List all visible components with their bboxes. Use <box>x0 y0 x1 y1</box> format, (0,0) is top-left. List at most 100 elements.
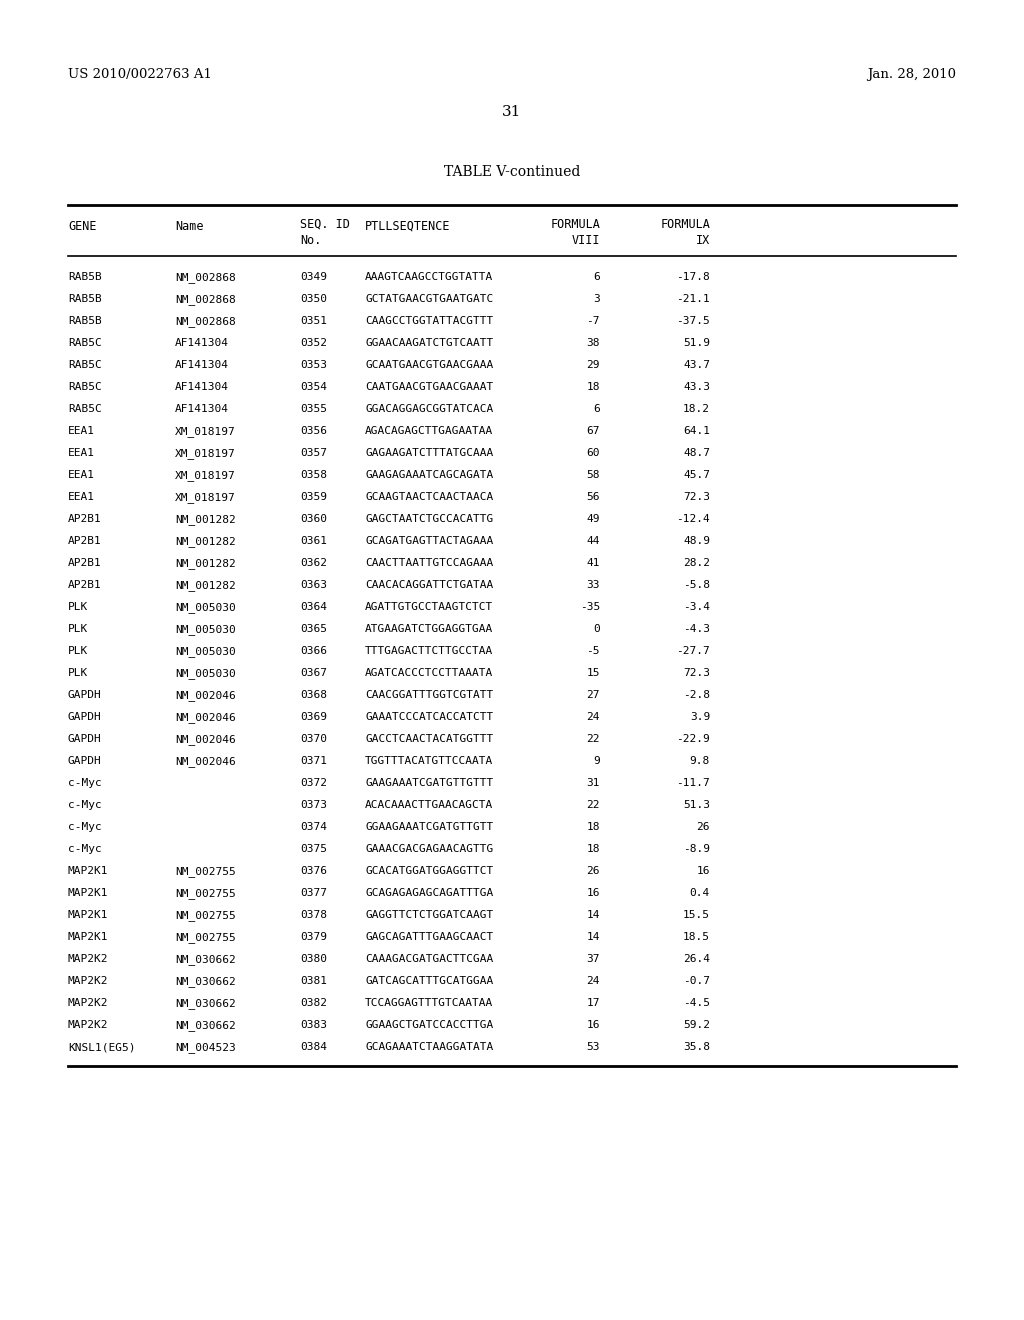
Text: c-Myc: c-Myc <box>68 843 101 854</box>
Text: 15: 15 <box>587 668 600 678</box>
Text: FORMULA: FORMULA <box>550 218 600 231</box>
Text: 0372: 0372 <box>300 777 327 788</box>
Text: -0.7: -0.7 <box>683 975 710 986</box>
Text: c-Myc: c-Myc <box>68 822 101 832</box>
Text: 0360: 0360 <box>300 513 327 524</box>
Text: 72.3: 72.3 <box>683 492 710 502</box>
Text: CAACACAGGATTCTGATAA: CAACACAGGATTCTGATAA <box>365 579 494 590</box>
Text: EEA1: EEA1 <box>68 492 95 502</box>
Text: No.: No. <box>300 234 322 247</box>
Text: GCAGAGAGAGCAGATTTGA: GCAGAGAGAGCAGATTTGA <box>365 888 494 898</box>
Text: FORMULA: FORMULA <box>660 218 710 231</box>
Text: MAP2K2: MAP2K2 <box>68 975 109 986</box>
Text: CAACTTAATTGTCCAGAAA: CAACTTAATTGTCCAGAAA <box>365 558 494 568</box>
Text: AF141304: AF141304 <box>175 381 229 392</box>
Text: -2.8: -2.8 <box>683 690 710 700</box>
Text: -12.4: -12.4 <box>676 513 710 524</box>
Text: 49: 49 <box>587 513 600 524</box>
Text: NM_002046: NM_002046 <box>175 711 236 723</box>
Text: 0356: 0356 <box>300 426 327 436</box>
Text: PLK: PLK <box>68 645 88 656</box>
Text: 0376: 0376 <box>300 866 327 876</box>
Text: XM_018197: XM_018197 <box>175 492 236 503</box>
Text: CAAAGACGATGACTTCGAA: CAAAGACGATGACTTCGAA <box>365 954 494 964</box>
Text: NM_002046: NM_002046 <box>175 756 236 767</box>
Text: GAPDH: GAPDH <box>68 690 101 700</box>
Text: Name: Name <box>175 219 204 232</box>
Text: 31: 31 <box>587 777 600 788</box>
Text: 0365: 0365 <box>300 624 327 634</box>
Text: GAPDH: GAPDH <box>68 711 101 722</box>
Text: RAB5C: RAB5C <box>68 404 101 414</box>
Text: CAACGGATTTGGTCGTATT: CAACGGATTTGGTCGTATT <box>365 690 494 700</box>
Text: 0363: 0363 <box>300 579 327 590</box>
Text: 0377: 0377 <box>300 888 327 898</box>
Text: 0379: 0379 <box>300 932 327 942</box>
Text: MAP2K1: MAP2K1 <box>68 909 109 920</box>
Text: TTTGAGACTTCTTGCCTAA: TTTGAGACTTCTTGCCTAA <box>365 645 494 656</box>
Text: -3.4: -3.4 <box>683 602 710 612</box>
Text: NM_030662: NM_030662 <box>175 954 236 965</box>
Text: ATGAAGATCTGGAGGTGAA: ATGAAGATCTGGAGGTGAA <box>365 624 494 634</box>
Text: -8.9: -8.9 <box>683 843 710 854</box>
Text: 51.9: 51.9 <box>683 338 710 348</box>
Text: TGGTTTACATGTTCCAATA: TGGTTTACATGTTCCAATA <box>365 756 494 766</box>
Text: 24: 24 <box>587 711 600 722</box>
Text: 31: 31 <box>503 106 521 119</box>
Text: NM_002868: NM_002868 <box>175 294 236 305</box>
Text: 0382: 0382 <box>300 998 327 1008</box>
Text: 48.7: 48.7 <box>683 447 710 458</box>
Text: NM_002046: NM_002046 <box>175 734 236 744</box>
Text: 0371: 0371 <box>300 756 327 766</box>
Text: NM_002755: NM_002755 <box>175 866 236 876</box>
Text: ACACAAACTTGAACAGCTA: ACACAAACTTGAACAGCTA <box>365 800 494 810</box>
Text: GATCAGCATTTGCATGGAA: GATCAGCATTTGCATGGAA <box>365 975 494 986</box>
Text: US 2010/0022763 A1: US 2010/0022763 A1 <box>68 69 212 81</box>
Text: -5.8: -5.8 <box>683 579 710 590</box>
Text: 0357: 0357 <box>300 447 327 458</box>
Text: GAPDH: GAPDH <box>68 756 101 766</box>
Text: 0381: 0381 <box>300 975 327 986</box>
Text: NM_002755: NM_002755 <box>175 932 236 942</box>
Text: 15.5: 15.5 <box>683 909 710 920</box>
Text: GAPDH: GAPDH <box>68 734 101 744</box>
Text: GAGCTAATCTGCCACATTG: GAGCTAATCTGCCACATTG <box>365 513 494 524</box>
Text: 26.4: 26.4 <box>683 954 710 964</box>
Text: 0352: 0352 <box>300 338 327 348</box>
Text: GAGCAGATTTGAAGCAACT: GAGCAGATTTGAAGCAACT <box>365 932 494 942</box>
Text: CAAGCCTGGTATTACGTTT: CAAGCCTGGTATTACGTTT <box>365 315 494 326</box>
Text: AP2B1: AP2B1 <box>68 579 101 590</box>
Text: 18.5: 18.5 <box>683 932 710 942</box>
Text: AGACAGAGCTTGAGAATAA: AGACAGAGCTTGAGAATAA <box>365 426 494 436</box>
Text: CAATGAACGTGAACGAAAT: CAATGAACGTGAACGAAAT <box>365 381 494 392</box>
Text: 26: 26 <box>696 822 710 832</box>
Text: 17: 17 <box>587 998 600 1008</box>
Text: VIII: VIII <box>571 234 600 247</box>
Text: NM_004523: NM_004523 <box>175 1041 236 1053</box>
Text: 33: 33 <box>587 579 600 590</box>
Text: 9: 9 <box>593 756 600 766</box>
Text: c-Myc: c-Myc <box>68 777 101 788</box>
Text: 48.9: 48.9 <box>683 536 710 546</box>
Text: 0362: 0362 <box>300 558 327 568</box>
Text: GGACAGGAGCGGTATCACA: GGACAGGAGCGGTATCACA <box>365 404 494 414</box>
Text: NM_030662: NM_030662 <box>175 975 236 987</box>
Text: NM_005030: NM_005030 <box>175 668 236 678</box>
Text: 41: 41 <box>587 558 600 568</box>
Text: -22.9: -22.9 <box>676 734 710 744</box>
Text: EEA1: EEA1 <box>68 447 95 458</box>
Text: 0375: 0375 <box>300 843 327 854</box>
Text: PLK: PLK <box>68 668 88 678</box>
Text: NM_001282: NM_001282 <box>175 536 236 546</box>
Text: MAP2K2: MAP2K2 <box>68 954 109 964</box>
Text: 0378: 0378 <box>300 909 327 920</box>
Text: -35: -35 <box>580 602 600 612</box>
Text: RAB5C: RAB5C <box>68 381 101 392</box>
Text: AP2B1: AP2B1 <box>68 536 101 546</box>
Text: NM_030662: NM_030662 <box>175 998 236 1008</box>
Text: GCAAGTAACTCAACTAACA: GCAAGTAACTCAACTAACA <box>365 492 494 502</box>
Text: GCTATGAACGTGAATGATC: GCTATGAACGTGAATGATC <box>365 294 494 304</box>
Text: MAP2K1: MAP2K1 <box>68 866 109 876</box>
Text: 45.7: 45.7 <box>683 470 710 480</box>
Text: 22: 22 <box>587 800 600 810</box>
